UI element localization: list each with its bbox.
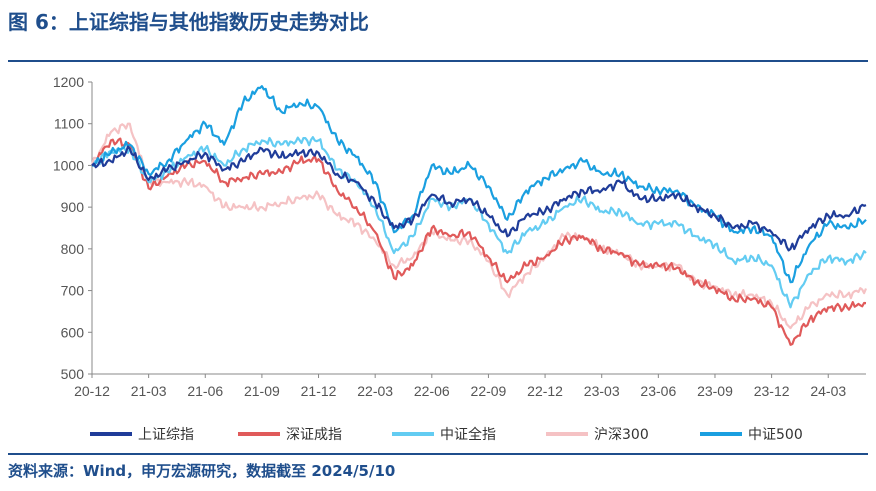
- x-tick-label: 21-12: [301, 383, 337, 399]
- source-note: 资料来源：Wind，申万宏源研究，数据截至 2024/5/10: [8, 462, 396, 480]
- y-tick-label: 500: [61, 366, 85, 382]
- series-lines: [90, 85, 868, 346]
- series-line-0: [91, 145, 867, 252]
- x-tick-label: 24-03: [810, 383, 846, 399]
- y-tick-label: 700: [61, 283, 85, 299]
- y-tick-label: 1100: [54, 116, 84, 132]
- x-tick-label: 22-12: [527, 383, 563, 399]
- series-line-4: [91, 85, 867, 284]
- x-tick-label: 21-06: [187, 383, 223, 399]
- legend-label-0: 上证综指: [138, 427, 194, 443]
- x-tick-label: 22-03: [357, 383, 393, 399]
- series-line-1: [91, 137, 867, 346]
- legend-label-1: 深证成指: [286, 427, 342, 443]
- y-tick-label: 800: [61, 241, 85, 257]
- chart-title: 图 6：上证综指与其他指数历史走势对比: [8, 10, 369, 34]
- legend-label-2: 中证全指: [440, 426, 496, 443]
- x-tick-label: 21-03: [131, 383, 167, 399]
- y-tick-label: 900: [61, 199, 85, 215]
- legend-label-3: 沪深300: [594, 427, 649, 443]
- y-tick-label: 600: [61, 324, 85, 340]
- x-tick-label: 21-09: [244, 383, 280, 399]
- y-tick-label: 1200: [53, 74, 84, 90]
- title-divider: [8, 60, 868, 62]
- x-tick-label: 23-09: [697, 383, 733, 399]
- axes: 500 600 700 800 900 1000 1100 1200 20-12 21-03 21-…: [53, 74, 866, 399]
- x-tick-label: 22-06: [414, 383, 450, 399]
- series-line-3: [90, 122, 868, 330]
- legend: 上证综指 深证成指 中证全指 沪深300 中证500: [90, 426, 803, 443]
- x-tick-label: 23-06: [640, 383, 676, 399]
- x-tick-label: 20-12: [74, 383, 110, 399]
- y-tick-label: 1000: [53, 157, 84, 173]
- x-tick-label: 23-03: [584, 383, 620, 399]
- x-tick-label: 23-12: [754, 383, 790, 399]
- legend-label-4: 中证500: [748, 427, 803, 443]
- footer-divider: [8, 453, 868, 455]
- x-tick-label: 22-09: [471, 383, 507, 399]
